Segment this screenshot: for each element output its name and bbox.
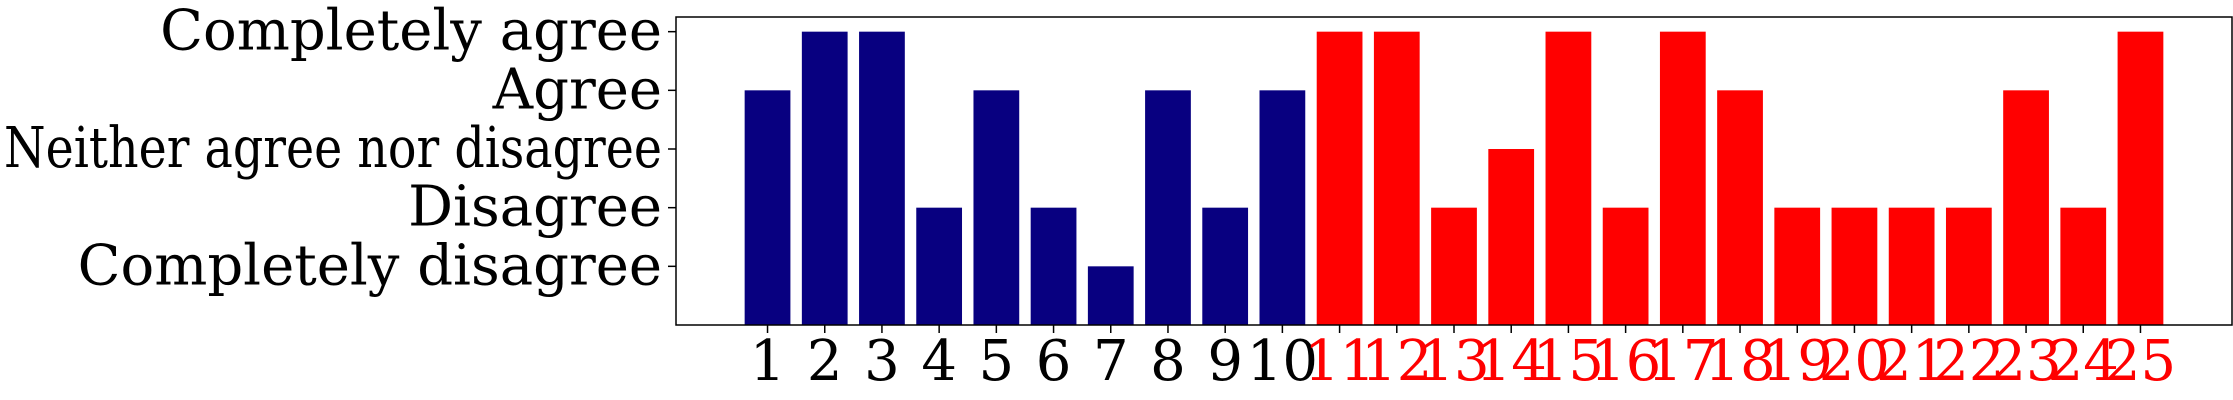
bars-layer bbox=[744, 31, 2164, 325]
y-tick-label: Completely agree bbox=[160, 0, 662, 64]
bar-5 bbox=[973, 90, 1020, 325]
bar-25 bbox=[2117, 31, 2164, 325]
bar-9 bbox=[1202, 207, 1249, 325]
bar-7 bbox=[1087, 266, 1134, 325]
bar-13 bbox=[1431, 207, 1477, 325]
bar-21 bbox=[1888, 207, 1935, 325]
x-tick-label-25: 25 bbox=[2105, 329, 2176, 394]
y-tick-label: Neither agree nor disagree bbox=[4, 116, 662, 181]
x-tick-label-4: 4 bbox=[921, 329, 957, 394]
bar-4 bbox=[916, 207, 963, 325]
bar-12 bbox=[1373, 31, 1420, 325]
x-tick-label-24: 24 bbox=[2048, 329, 2119, 394]
bar-24 bbox=[2060, 207, 2107, 325]
bar-20 bbox=[1831, 207, 1878, 325]
x-tick-label-7: 7 bbox=[1093, 329, 1129, 394]
x-tick-label-2: 2 bbox=[807, 329, 843, 394]
bar-23 bbox=[2003, 90, 2049, 325]
x-tick-label-21: 21 bbox=[1876, 329, 1947, 394]
y-tick-label: Disagree bbox=[408, 175, 662, 240]
x-tick-label-1: 1 bbox=[750, 329, 786, 394]
x-tick-label-3: 3 bbox=[864, 329, 900, 394]
x-tick-label-17: 17 bbox=[1647, 329, 1718, 394]
x-tick-label-10: 10 bbox=[1247, 329, 1318, 394]
x-axis: 1 2 3 4 5 6 7 8 9 1011121314151617181920212223242… bbox=[750, 325, 2176, 394]
bar-19 bbox=[1774, 207, 1821, 325]
bar-10 bbox=[1259, 90, 1306, 325]
x-tick-label-12: 12 bbox=[1361, 329, 1432, 394]
x-tick-label-16: 16 bbox=[1590, 329, 1661, 394]
bar-6 bbox=[1030, 207, 1077, 325]
bar-2 bbox=[801, 31, 848, 325]
x-tick-label-6: 6 bbox=[1036, 329, 1072, 394]
x-tick-label-14: 14 bbox=[1476, 329, 1547, 394]
bar-18 bbox=[1717, 90, 1763, 325]
x-tick-label-22: 22 bbox=[1933, 329, 2004, 394]
x-tick-label-8: 8 bbox=[1150, 329, 1186, 394]
x-tick-label-15: 15 bbox=[1533, 329, 1604, 394]
y-tick-label: Agree bbox=[492, 57, 662, 122]
bar-3 bbox=[859, 31, 905, 325]
bar-17 bbox=[1659, 31, 1706, 325]
y-tick-label: Completely disagree bbox=[78, 233, 662, 298]
bar-16 bbox=[1602, 207, 1649, 325]
bar-11 bbox=[1316, 31, 1363, 325]
bar-14 bbox=[1488, 149, 1535, 325]
bar-22 bbox=[1945, 207, 1992, 325]
bar-1 bbox=[744, 90, 791, 325]
x-tick-label-13: 13 bbox=[1418, 329, 1489, 394]
bar-15 bbox=[1545, 31, 1592, 325]
x-tick-label-20: 20 bbox=[1819, 329, 1890, 394]
bar-8 bbox=[1145, 90, 1191, 325]
x-tick-label-5: 5 bbox=[979, 329, 1015, 394]
x-tick-label-19: 19 bbox=[1762, 329, 1833, 394]
x-tick-label-18: 18 bbox=[1704, 329, 1775, 394]
x-tick-label-23: 23 bbox=[1990, 329, 2061, 394]
x-tick-label-9: 9 bbox=[1207, 329, 1243, 394]
x-tick-label-11: 11 bbox=[1304, 329, 1375, 394]
